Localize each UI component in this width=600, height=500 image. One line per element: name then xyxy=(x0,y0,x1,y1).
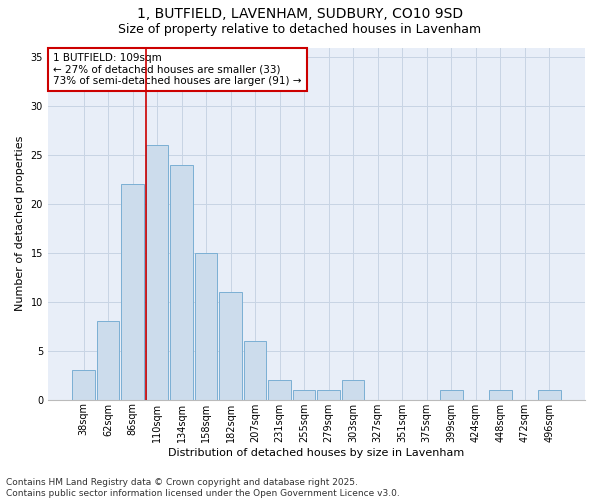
Bar xyxy=(170,165,193,400)
Bar xyxy=(293,390,316,400)
Text: Contains HM Land Registry data © Crown copyright and database right 2025.
Contai: Contains HM Land Registry data © Crown c… xyxy=(6,478,400,498)
Bar xyxy=(73,370,95,400)
Text: 1, BUTFIELD, LAVENHAM, SUDBURY, CO10 9SD: 1, BUTFIELD, LAVENHAM, SUDBURY, CO10 9SD xyxy=(137,8,463,22)
Bar xyxy=(440,390,463,400)
Bar xyxy=(268,380,291,400)
Bar xyxy=(342,380,364,400)
Bar xyxy=(489,390,512,400)
Text: Size of property relative to detached houses in Lavenham: Size of property relative to detached ho… xyxy=(118,22,482,36)
Bar xyxy=(220,292,242,400)
Bar xyxy=(244,341,266,400)
Text: 1 BUTFIELD: 109sqm
← 27% of detached houses are smaller (33)
73% of semi-detache: 1 BUTFIELD: 109sqm ← 27% of detached hou… xyxy=(53,53,302,86)
Bar xyxy=(195,253,217,400)
Bar xyxy=(538,390,560,400)
Bar xyxy=(317,390,340,400)
X-axis label: Distribution of detached houses by size in Lavenham: Distribution of detached houses by size … xyxy=(169,448,464,458)
Bar xyxy=(97,322,119,400)
Bar xyxy=(146,146,169,400)
Y-axis label: Number of detached properties: Number of detached properties xyxy=(15,136,25,312)
Bar xyxy=(121,184,144,400)
